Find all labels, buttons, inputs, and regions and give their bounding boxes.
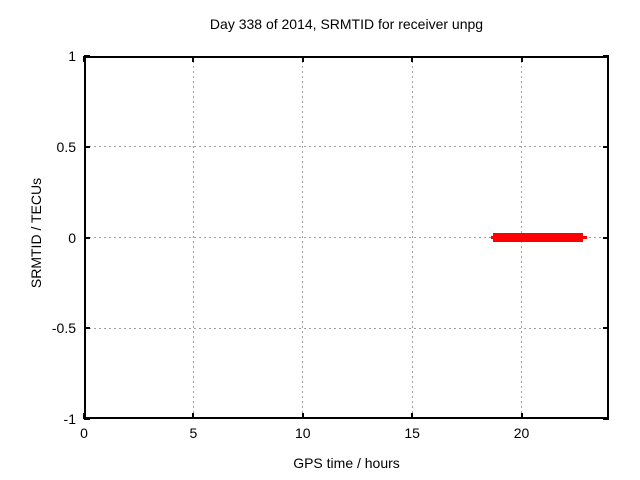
y-tick-left — [84, 55, 90, 57]
y-tick-right — [603, 145, 609, 148]
x-tick-bottom — [520, 413, 523, 419]
y-tick-label: -1 — [63, 411, 76, 427]
x-tick-top — [520, 56, 523, 62]
y-tick-left — [84, 327, 90, 330]
y-gridline — [84, 327, 609, 329]
x-tick-label: 20 — [513, 425, 530, 441]
x-tick-bottom — [192, 413, 195, 419]
x-tick-bottom — [83, 413, 85, 419]
x-tick-label: 10 — [294, 425, 311, 441]
x-tick-top — [301, 56, 304, 62]
y-tick-left — [84, 418, 90, 420]
x-tick-bottom — [411, 413, 414, 419]
y-tick-right — [603, 55, 609, 57]
y-tick-label: 0.5 — [56, 138, 76, 155]
y-tick-right — [603, 418, 609, 420]
y-gridline — [84, 146, 609, 148]
y-tick-label: -0.5 — [51, 320, 76, 337]
y-tick-label: 1 — [68, 48, 76, 64]
y-tick-right — [603, 236, 609, 239]
x-tick-top — [83, 56, 85, 62]
chart-title: Day 338 of 2014, SRMTID for receiver unp… — [209, 16, 484, 32]
y-tick-left — [84, 145, 90, 148]
x-axis-label: GPS time / hours — [293, 455, 400, 471]
y-tick-right — [603, 327, 609, 330]
x-tick-top — [411, 56, 414, 62]
y-tick-left — [84, 236, 90, 239]
x-tick-label: 15 — [404, 425, 420, 441]
y-gridline — [84, 237, 609, 238]
y-tick-label: 0 — [68, 229, 76, 246]
x-tick-top — [192, 56, 195, 62]
x-tick-label: 5 — [189, 425, 198, 441]
x-tick-bottom — [301, 413, 304, 419]
srmtid-data-segment — [493, 233, 583, 242]
x-tick-label: 0 — [80, 425, 88, 441]
